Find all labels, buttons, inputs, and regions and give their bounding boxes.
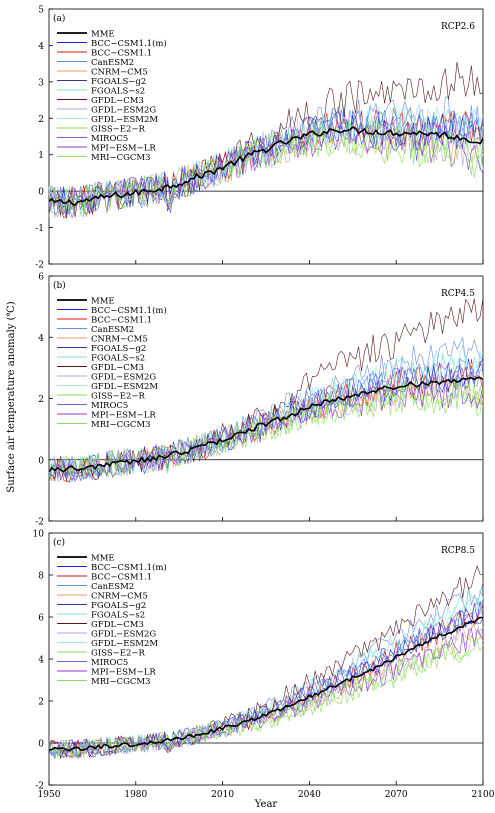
y-tick-label: 2: [38, 115, 44, 125]
legend-label: GFDL−ESM2G: [91, 630, 156, 640]
y-tick-label: 6: [38, 614, 44, 624]
y-tick-label: 1: [38, 151, 44, 161]
legend-label: BCC−CSM1.1(m): [91, 562, 167, 573]
y-tick-label: 8: [38, 572, 44, 582]
legend-label: FGOALS−s2: [91, 87, 145, 97]
legend-label: FGOALS−g2: [91, 77, 146, 87]
legend-label: GFDL−ESM2M: [91, 382, 158, 392]
legend-label: MRI−CGCM3: [91, 677, 151, 687]
legend-label: MRI−CGCM3: [91, 153, 151, 163]
legend: MMEBCC−CSM1.1(m)BCC−CSM1.1CanESM2CNRM−CM…: [57, 30, 167, 163]
legend-label: FGOALS−s2: [91, 611, 145, 621]
legend-label: MME: [91, 297, 115, 307]
y-tick-label: 4: [38, 334, 44, 344]
legend-label: GFDL−ESM2M: [91, 639, 158, 649]
legend-label: GFDL−CM3: [91, 620, 144, 630]
legend-label: BCC−CSM1.1(m): [91, 305, 167, 316]
panel-0: -2 -1 0 1 2 3 4 5 (a) RCP2.6 MMEBCC−CSM1.1(m)BCC−C…: [35, 6, 484, 271]
y-tick-label: 2: [38, 698, 44, 708]
series-miroc5: [48, 106, 484, 219]
series-gfdl-cm3: [49, 298, 484, 483]
scenario-label: RCP4.5: [441, 289, 475, 299]
scenario-label: RCP2.6: [441, 22, 475, 32]
legend-label: CNRM−CM5: [91, 592, 148, 602]
panel-2: -2 0 2 4 6 8 10 1950 1980 2010 2040 2070 2100 (c) RCP8…: [33, 530, 495, 801]
series-miroc5: [48, 603, 484, 758]
legend-label: BCC−CSM1.1: [91, 316, 152, 326]
legend-label: MPI−ESM−LR: [91, 411, 156, 421]
legend-label: CNRM−CM5: [91, 68, 148, 78]
series-mpi-esm-lr: [48, 628, 484, 758]
legend-label: FGOALS−g2: [91, 344, 146, 354]
x-tick-label: 2100: [472, 790, 495, 800]
legend-label: MPI−ESM−LR: [91, 668, 156, 678]
x-axis-label: Year: [254, 799, 278, 810]
panel-label: (a): [53, 13, 65, 24]
legend-label: GISS−E2−R: [91, 649, 146, 659]
scenario-label: RCP8.5: [441, 546, 475, 556]
y-tick-label: 0: [38, 188, 44, 198]
legend-label: BCC−CSM1.1(m): [91, 38, 167, 49]
legend-label: MIROC5: [91, 134, 128, 144]
legend-label: GFDL−ESM2G: [91, 373, 156, 383]
legend-label: MIROC5: [91, 658, 128, 668]
legend-label: MIROC5: [91, 401, 128, 411]
legend-label: GFDL−CM3: [91, 96, 144, 106]
series-miroc5: [48, 358, 484, 482]
x-tick-label: 1950: [38, 790, 61, 800]
legend-label: CNRM−CM5: [91, 335, 148, 345]
y-tick-label: 10: [33, 530, 45, 540]
y-tick-label: 4: [38, 656, 44, 666]
legend-label: MME: [91, 30, 115, 40]
series-mme: [48, 126, 484, 207]
y-tick-label: 0: [38, 740, 44, 750]
x-tick-label: 2010: [211, 790, 234, 800]
x-tick-label: 2070: [385, 790, 408, 800]
legend-label: BCC−CSM1.1: [91, 49, 152, 59]
y-axis-label: Surface air temperature anomaly (℃): [6, 301, 17, 492]
legend-label: CanESM2: [91, 325, 134, 335]
series-mri-cgcm3: [48, 119, 484, 217]
series-mri-cgcm3: [48, 381, 484, 482]
panel-label: (c): [53, 537, 65, 548]
panel-1: -2 0 2 4 6 (b) RCP4.5 MMEBCC−CSM1.1(m)BCC−CSM1.…: [35, 273, 484, 528]
x-tick-label: 2040: [298, 790, 321, 800]
x-tick-label: 1980: [124, 790, 147, 800]
legend-label: GFDL−ESM2M: [91, 115, 158, 125]
legend: MMEBCC−CSM1.1(m)BCC−CSM1.1CanESM2CNRM−CM…: [57, 297, 167, 430]
legend-label: MPI−ESM−LR: [91, 144, 156, 154]
y-tick-label: 5: [38, 6, 44, 16]
y-tick-label: 3: [38, 78, 44, 88]
y-tick-label: 4: [38, 42, 44, 52]
legend-label: FGOALS−g2: [91, 601, 146, 611]
series-mme: [48, 376, 484, 473]
legend-label: MRI−CGCM3: [91, 420, 151, 430]
series-gfdl-cm3: [48, 61, 484, 218]
legend: MMEBCC−CSM1.1(m)BCC−CSM1.1CanESM2CNRM−CM…: [57, 554, 167, 687]
legend-label: MME: [91, 554, 115, 564]
y-tick-label: -2: [35, 261, 44, 271]
series-gfdl-cm3: [48, 565, 484, 759]
y-tick-label: 0: [38, 456, 44, 466]
legend-label: BCC−CSM1.1: [91, 573, 152, 583]
legend-label: GISS−E2−R: [91, 392, 146, 402]
series-giss-e2-r: [48, 119, 484, 217]
legend-label: GISS−E2−R: [91, 125, 146, 135]
y-tick-label: -2: [35, 782, 44, 792]
legend-label: CanESM2: [91, 58, 134, 68]
panel-label: (b): [53, 280, 66, 291]
legend-label: GFDL−CM3: [91, 363, 144, 373]
y-tick-label: 6: [38, 273, 44, 283]
legend-label: GFDL−ESM2G: [91, 106, 156, 116]
legend-label: CanESM2: [91, 582, 134, 592]
y-tick-label: -1: [35, 224, 44, 234]
y-tick-label: 2: [38, 395, 44, 405]
series-mme: [49, 616, 483, 752]
y-tick-label: -2: [35, 518, 44, 528]
legend-label: FGOALS−s2: [91, 354, 145, 364]
series-mri-cgcm3: [48, 640, 484, 758]
